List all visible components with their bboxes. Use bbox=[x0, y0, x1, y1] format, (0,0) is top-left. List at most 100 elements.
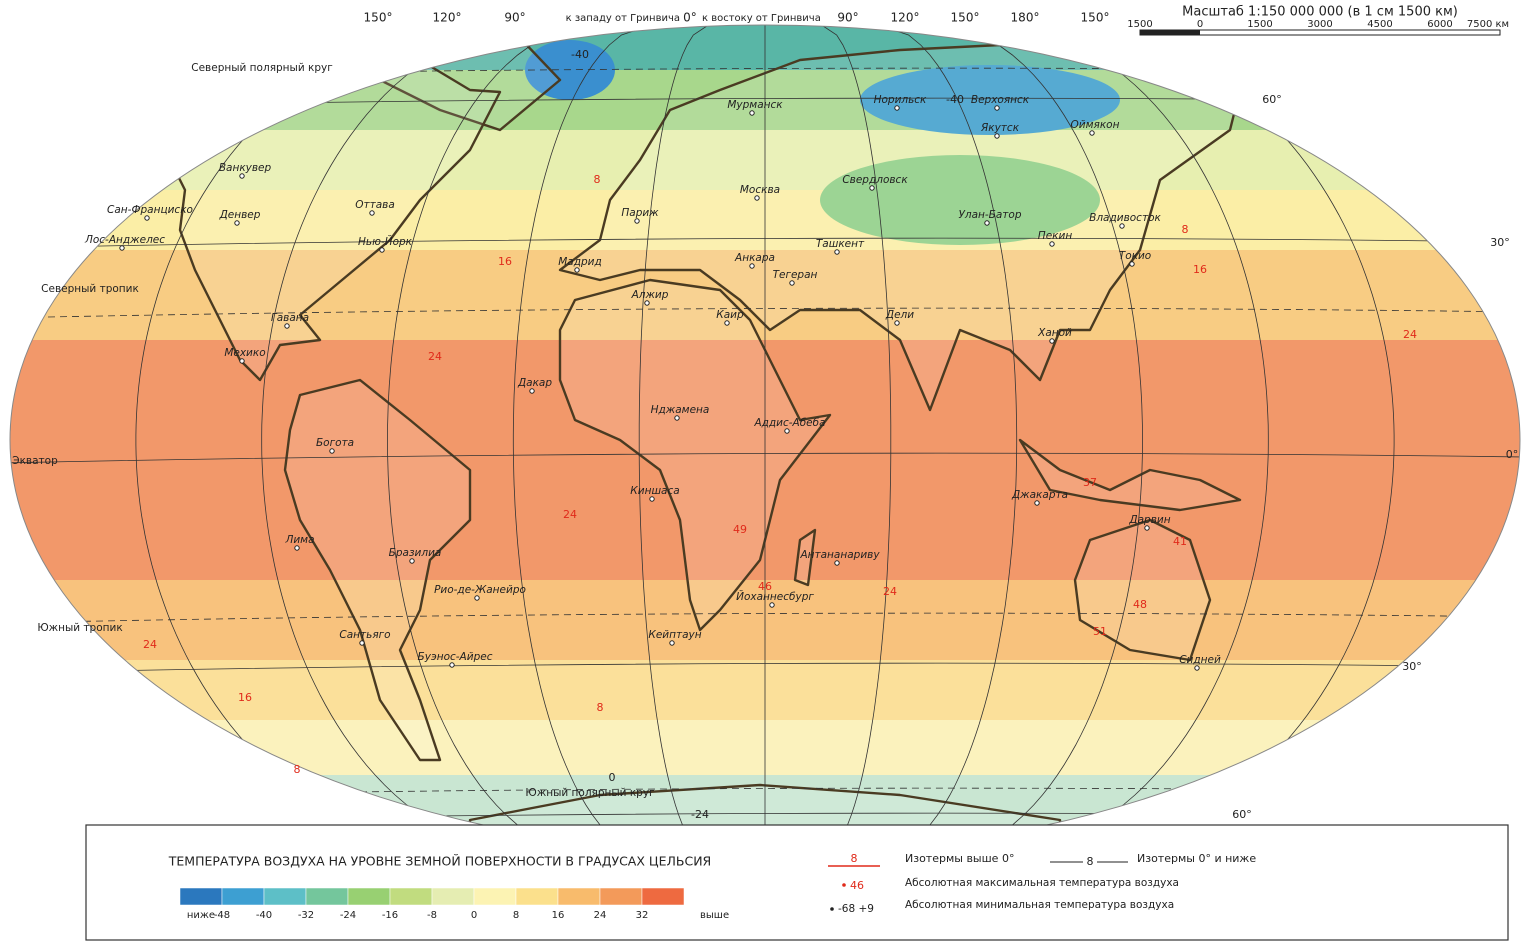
meridian bbox=[821, 25, 892, 855]
africa bbox=[558, 278, 832, 632]
legend-swatch bbox=[263, 887, 307, 906]
city-marker bbox=[379, 247, 385, 253]
australia bbox=[1073, 518, 1212, 662]
parallel bbox=[10, 612, 1520, 624]
city-label: Сантьяго bbox=[339, 629, 390, 641]
scale-tick-label: 7500 км bbox=[1467, 19, 1509, 30]
city-label: Оймякон bbox=[1071, 119, 1120, 131]
longitude-label: 120° bbox=[891, 11, 920, 25]
legend-swatch bbox=[179, 887, 223, 906]
meridian bbox=[878, 25, 1018, 855]
latitude-label: 0° bbox=[1506, 448, 1519, 461]
meridian bbox=[135, 25, 482, 855]
legend-swatch bbox=[473, 887, 517, 906]
longitude-label: 90° bbox=[504, 11, 525, 25]
city-marker bbox=[994, 105, 1000, 111]
legend-swatch bbox=[599, 887, 643, 906]
city-marker bbox=[1034, 500, 1040, 506]
isotherm-label: 37 bbox=[1083, 476, 1097, 489]
city-marker bbox=[669, 640, 675, 646]
legend-scale-label: 0 bbox=[471, 910, 477, 921]
city-label: Киншаса bbox=[630, 485, 679, 497]
parallel-name: Экватор bbox=[12, 455, 58, 467]
isotherm-label: 24 bbox=[143, 638, 157, 651]
city-label: Лима bbox=[284, 534, 314, 546]
city-label: Токио bbox=[1119, 250, 1151, 262]
longitude-label: 180° bbox=[1011, 11, 1040, 25]
legend-sample: 8 bbox=[1087, 855, 1094, 868]
city-marker bbox=[894, 320, 900, 326]
isotherm-label: 24 bbox=[563, 508, 577, 521]
city-label: Свердловск bbox=[842, 174, 908, 186]
city-marker bbox=[754, 195, 760, 201]
longitude-label: 0° bbox=[683, 11, 697, 25]
city-marker bbox=[649, 496, 655, 502]
city-marker bbox=[449, 662, 455, 668]
meridian bbox=[1048, 25, 1395, 855]
city-label: Сан-Франциско bbox=[107, 204, 193, 216]
legend-swatch bbox=[641, 887, 685, 906]
legend-item: Абсолютная минимальная температура возду… bbox=[905, 899, 1174, 911]
meridian bbox=[261, 25, 539, 855]
city-label: Владивосток bbox=[1089, 212, 1161, 224]
city-label: Улан-Батор bbox=[958, 209, 1021, 221]
legend-box bbox=[85, 824, 1509, 941]
city-label: Дарвин bbox=[1128, 514, 1170, 526]
legend-scale-label: выше bbox=[700, 910, 729, 921]
city-marker bbox=[834, 560, 840, 566]
meridian bbox=[934, 25, 1143, 855]
legend-scale-label: -40 bbox=[256, 910, 272, 921]
longitude-label: 150° bbox=[364, 11, 393, 25]
city-label: Ханой bbox=[1037, 327, 1072, 339]
city-label: Алжир bbox=[631, 289, 669, 301]
scale-tick-label: 0 bbox=[1197, 19, 1203, 30]
latitude-label: 60° bbox=[1262, 93, 1282, 106]
isotherm-label: 16 bbox=[238, 691, 252, 704]
isotherm-label: 8 bbox=[597, 701, 604, 714]
city-marker bbox=[834, 249, 840, 255]
city-marker bbox=[784, 428, 790, 434]
parallel-name: Северный полярный круг bbox=[191, 62, 332, 74]
legend-title: ТЕМПЕРАТУРА ВОЗДУХА НА УРОВНЕ ЗЕМНОЙ ПОВ… bbox=[168, 854, 711, 869]
labels: Масштаб 1:150 000 000 (в 1 см 1500 км)15… bbox=[12, 5, 1518, 822]
city-label: Мурманск bbox=[727, 99, 783, 111]
city-marker bbox=[769, 602, 775, 608]
city-label: Рио-де-Жанейро bbox=[434, 584, 526, 596]
scale-tick-label: 4500 bbox=[1367, 19, 1392, 30]
longitude-label: к западу от Гринвича bbox=[566, 13, 680, 24]
city-label: Мадрид bbox=[558, 256, 602, 268]
city-marker bbox=[144, 215, 150, 221]
city-marker bbox=[284, 323, 290, 329]
city-marker bbox=[474, 595, 480, 601]
latitude-label: 30° bbox=[1402, 660, 1422, 673]
parallel-name: Северный тропик bbox=[41, 283, 139, 295]
parallel bbox=[10, 452, 1520, 464]
legend-scale-label: -48 bbox=[214, 910, 230, 921]
isotherm-label: -24 bbox=[691, 808, 709, 821]
parallel-name: Южный полярный круг bbox=[525, 787, 654, 799]
longitude-label: к востоку от Гринвича bbox=[702, 13, 821, 24]
parallel bbox=[10, 237, 1520, 249]
isotherm-label: 24 bbox=[428, 350, 442, 363]
city-marker bbox=[234, 220, 240, 226]
city-marker bbox=[724, 320, 730, 326]
city-marker bbox=[749, 263, 755, 269]
legend-item: Изотермы 0° и ниже bbox=[1137, 852, 1256, 865]
city-marker bbox=[994, 133, 1000, 139]
legend-sample-bg bbox=[1083, 855, 1097, 869]
city-label: Ташкент bbox=[816, 238, 865, 250]
isotherm-label: 24 bbox=[1403, 328, 1417, 341]
longitude-label: 150° bbox=[951, 11, 980, 25]
isotherm-label: -40 bbox=[571, 48, 589, 61]
latitude-label: 60° bbox=[1232, 808, 1252, 821]
isotherm-label: 41 bbox=[1173, 535, 1187, 548]
isotherm-label: 8 bbox=[294, 763, 301, 776]
cold-zone bbox=[860, 65, 1120, 135]
city-marker bbox=[239, 358, 245, 364]
city-label: Гавана bbox=[271, 312, 309, 324]
isotherm-label: 8 bbox=[1182, 223, 1189, 236]
city-label: Тегеран bbox=[773, 269, 818, 281]
legend-dot bbox=[842, 883, 846, 887]
